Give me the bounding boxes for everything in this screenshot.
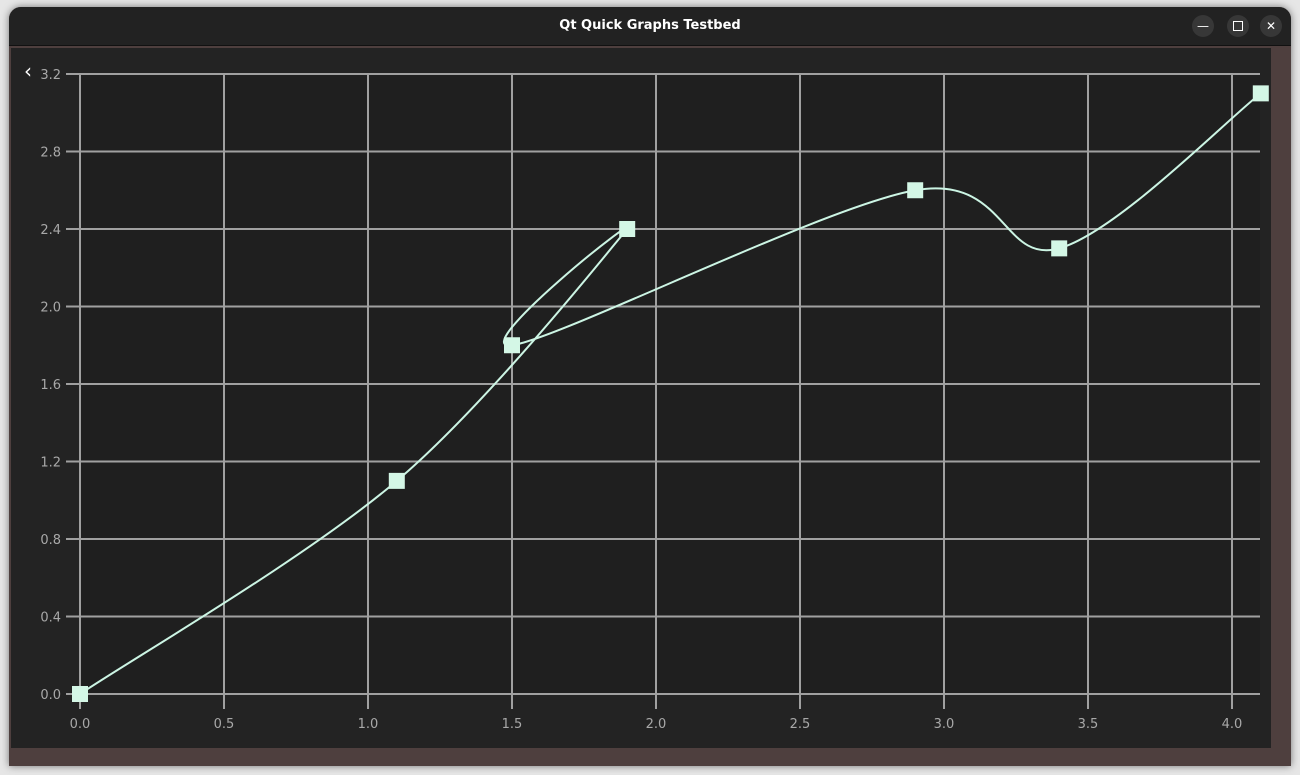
back-button[interactable]: ‹ <box>24 61 32 81</box>
x-tick-label: 2.5 <box>790 717 811 732</box>
y-tick-label: 2.8 <box>40 146 61 161</box>
data-point-marker <box>504 337 520 354</box>
data-point-marker <box>72 686 88 702</box>
y-tick-label: 0.8 <box>40 533 61 548</box>
data-point-marker <box>907 182 924 199</box>
minimize-button[interactable]: — <box>1192 15 1214 37</box>
x-tick-label: 1.5 <box>502 717 523 732</box>
x-tick-label: 3.0 <box>934 717 955 732</box>
x-tick-label: 4.0 <box>1222 717 1243 732</box>
y-tick-label: 0.4 <box>40 611 61 626</box>
minimize-icon: — <box>1197 19 1209 33</box>
close-button[interactable]: ✕ <box>1260 15 1282 37</box>
y-tick-label: 1.6 <box>40 378 61 393</box>
data-point-marker <box>388 472 405 489</box>
title-bar[interactable]: Qt Quick Graphs Testbed — ✕ <box>9 7 1291 46</box>
data-point-marker <box>619 221 636 237</box>
data-point-marker <box>1051 240 1068 257</box>
x-tick-label: 1.0 <box>358 717 379 732</box>
y-tick-label: 0.0 <box>40 688 61 703</box>
window-title: Qt Quick Graphs Testbed <box>559 18 741 33</box>
y-tick-label: 3.2 <box>40 68 61 83</box>
x-tick-label: 2.0 <box>646 717 667 732</box>
data-point-marker <box>1252 85 1269 102</box>
maximize-button[interactable] <box>1227 15 1249 37</box>
x-tick-label: 0.0 <box>70 717 91 732</box>
chevron-left-icon: ‹ <box>24 59 32 83</box>
y-tick-label: 1.2 <box>40 456 61 471</box>
x-tick-label: 3.5 <box>1078 717 1099 732</box>
y-tick-label: 2.4 <box>40 223 61 238</box>
maximize-icon <box>1233 21 1243 31</box>
close-icon: ✕ <box>1265 19 1277 33</box>
x-tick-label: 0.5 <box>214 717 235 732</box>
y-tick-label: 2.0 <box>40 301 61 316</box>
